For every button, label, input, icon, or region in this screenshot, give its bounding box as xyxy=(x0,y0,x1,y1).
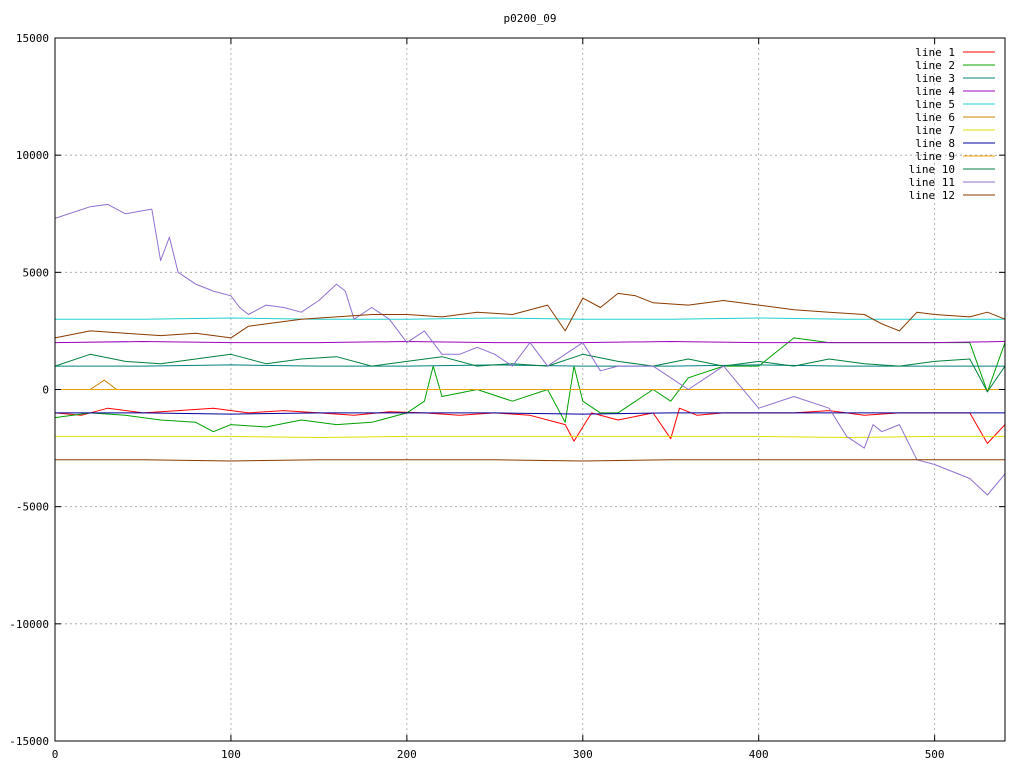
series-line-12 xyxy=(54,292,1006,339)
series-line-8 xyxy=(55,412,1005,415)
legend-label: line 2 xyxy=(915,59,955,72)
x-tick-label: 500 xyxy=(925,748,945,761)
axis-ticks: 0 100 200 300 400 500 -15000 -10000 -5000 0 5000 10… xyxy=(9,32,1005,761)
legend-label: line 5 xyxy=(915,98,955,111)
series-line-5 xyxy=(55,317,1005,320)
legend-label: line 11 xyxy=(909,176,955,189)
legend-label: line 3 xyxy=(915,72,955,85)
legend-label: line 1 xyxy=(915,46,955,59)
series-line-7 xyxy=(55,435,1005,438)
y-tick-label: 15000 xyxy=(16,32,49,45)
legend-label: line 10 xyxy=(909,163,955,176)
series-line-1 xyxy=(54,407,1006,444)
y-tick-label: 0 xyxy=(42,384,49,397)
y-tick-label: -5000 xyxy=(16,501,49,514)
x-tick-label: 300 xyxy=(573,748,593,761)
y-tick-label: -15000 xyxy=(9,735,49,748)
legend-label: line 7 xyxy=(915,124,955,137)
y-tick-label: 5000 xyxy=(23,266,50,279)
series-line-13 xyxy=(55,459,1005,462)
legend-label: line 12 xyxy=(909,189,955,202)
x-tick-label: 200 xyxy=(397,748,417,761)
x-tick-label: 400 xyxy=(749,748,769,761)
x-tick-label: 0 xyxy=(52,748,59,761)
chart-title: p0200_09 xyxy=(504,12,557,25)
legend-label: line 8 xyxy=(915,137,955,150)
series-line-11 xyxy=(54,203,1006,496)
y-tick-label: -10000 xyxy=(9,618,49,631)
legend-label: line 9 xyxy=(915,150,955,163)
x-tick-label: 100 xyxy=(221,748,241,761)
series-line-4 xyxy=(54,341,1006,344)
legend-label: line 6 xyxy=(915,111,955,124)
y-tick-label: 10000 xyxy=(16,149,49,162)
legend-label: line 4 xyxy=(915,85,955,98)
series-lines xyxy=(54,203,1006,496)
